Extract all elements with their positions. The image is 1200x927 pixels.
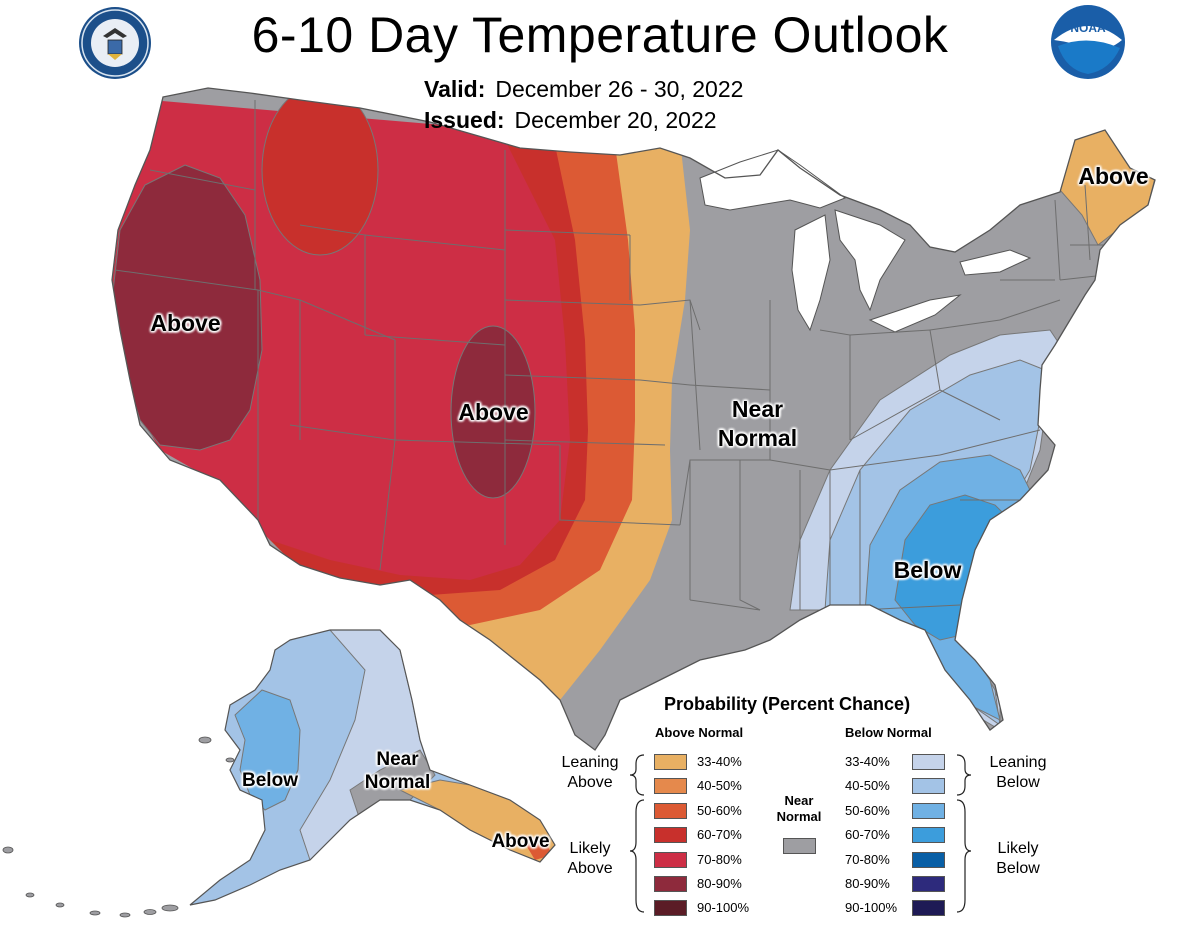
central-near-text: Near (731, 396, 784, 422)
alaska-normal-text: Normal (364, 772, 431, 793)
legend-leaning-above-1: Leaning (561, 754, 619, 771)
noaa-logo: NOAA (1051, 5, 1125, 79)
above-range-0: 33-40% (697, 754, 742, 769)
label-alaska-se-above: Above (491, 831, 550, 852)
above-range-4: 70-80% (697, 851, 742, 867)
noaa-text: NOAA (1070, 21, 1106, 35)
doc-seal-logo (79, 7, 151, 79)
below-range-4: 70-80% (845, 851, 890, 867)
central-normal-text: Normal (717, 425, 798, 451)
above-swatch-0 (654, 754, 687, 770)
legend-near-1: Near (784, 793, 814, 808)
above-swatch-3 (654, 827, 687, 844)
below-swatch-5 (912, 876, 945, 892)
legend-likely-above: Likely Above (550, 839, 630, 879)
legend-braces-left (629, 754, 645, 913)
legend-likely-below-2: Below (996, 860, 1040, 877)
above-swatch-5 (654, 876, 687, 892)
below-range-5: 80-90% (845, 876, 890, 891)
below-range-1: 40-50% (845, 778, 890, 794)
below-swatch-3 (912, 827, 945, 844)
label-west-above: Above (150, 310, 221, 336)
label-southeast-below: Below (893, 557, 962, 583)
legend-braces-right (956, 754, 972, 913)
legend-leaning-below-2: Below (996, 774, 1040, 791)
below-swatch-6 (912, 900, 945, 917)
aleutian-islands (2, 736, 235, 918)
issued-label: Issued: (424, 107, 505, 133)
alaska-outline (189, 629, 556, 906)
above-swatch-6 (654, 900, 687, 917)
legend-title: Probability (Percent Chance) (664, 694, 911, 714)
date-block: Valid: December 26 - 30, 2022 Issued: Dece… (424, 74, 743, 136)
label-central-near-normal: Near Normal (700, 395, 815, 453)
legend-above-header: Above Normal (655, 725, 744, 740)
below-range-2: 50-60% (845, 802, 890, 818)
great-lakes (699, 149, 1032, 333)
above-range-5: 80-90% (697, 876, 742, 891)
below-swatch-4 (912, 851, 945, 868)
issued-date: December 20, 2022 (514, 107, 717, 133)
below-swatch-1 (912, 778, 945, 795)
above-swatch-4 (654, 851, 687, 868)
legend-leaning-below: Leaning Below (978, 753, 1058, 793)
label-alaska-near-normal: Near Normal (355, 748, 440, 794)
legend-likely-above-2: Above (567, 860, 613, 877)
legend-leaning-above-2: Above (567, 774, 613, 791)
label-plains-above: Above (458, 399, 529, 425)
above-range-6: 90-100% (697, 900, 750, 916)
legend-below-header: Below Normal (845, 725, 932, 740)
alaska-near-text: Near (376, 749, 419, 770)
legend-leaning-above: Leaning Above (550, 753, 630, 793)
below-range-6: 90-100% (845, 900, 898, 916)
below-range-0: 33-40% (845, 754, 890, 769)
below-swatch-0 (912, 754, 945, 770)
valid-label: Valid: (424, 76, 486, 102)
conus-outline (111, 87, 1156, 751)
map-title: 6-10 Day Temperature Outlook (251, 7, 949, 63)
valid-date: December 26 - 30, 2022 (495, 76, 744, 102)
above-swatch-2 (654, 802, 687, 819)
legend-likely-below: Likely Below (978, 839, 1058, 879)
above-range-2: 50-60% (697, 802, 742, 818)
above-range-1: 40-50% (697, 778, 742, 794)
label-maine-above: Above (1078, 163, 1149, 189)
legend-near-normal-label: Near Normal (768, 793, 830, 825)
below-range-3: 60-70% (845, 827, 890, 843)
above-swatch-1 (654, 778, 687, 795)
legend-likely-above-1: Likely (569, 840, 611, 857)
label-alaska-below: Below (242, 770, 298, 791)
above-range-3: 60-70% (697, 827, 742, 843)
legend-leaning-below-1: Leaning (989, 754, 1047, 771)
below-swatch-2 (912, 802, 945, 819)
legend-near-normal-swatch (783, 838, 816, 854)
legend-near-2: Normal (776, 809, 822, 824)
legend-likely-below-1: Likely (997, 840, 1039, 857)
